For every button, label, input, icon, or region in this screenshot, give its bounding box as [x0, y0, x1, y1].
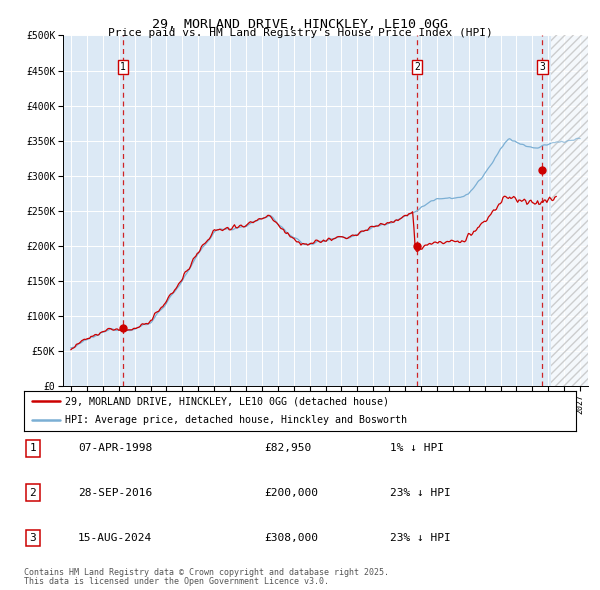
- Text: HPI: Average price, detached house, Hinckley and Bosworth: HPI: Average price, detached house, Hinc…: [65, 415, 407, 425]
- Text: This data is licensed under the Open Government Licence v3.0.: This data is licensed under the Open Gov…: [24, 577, 329, 586]
- Text: Contains HM Land Registry data © Crown copyright and database right 2025.: Contains HM Land Registry data © Crown c…: [24, 568, 389, 576]
- Text: £200,000: £200,000: [264, 488, 318, 497]
- Text: 3: 3: [539, 62, 545, 72]
- Text: 29, MORLAND DRIVE, HINCKLEY, LE10 0GG (detached house): 29, MORLAND DRIVE, HINCKLEY, LE10 0GG (d…: [65, 396, 389, 407]
- Text: 29, MORLAND DRIVE, HINCKLEY, LE10 0GG: 29, MORLAND DRIVE, HINCKLEY, LE10 0GG: [152, 18, 448, 31]
- Text: 2: 2: [29, 488, 37, 497]
- Bar: [551, 35, 588, 386]
- Text: 23% ↓ HPI: 23% ↓ HPI: [390, 488, 451, 497]
- Text: £308,000: £308,000: [264, 533, 318, 543]
- Text: 07-APR-1998: 07-APR-1998: [78, 444, 152, 453]
- Text: 23% ↓ HPI: 23% ↓ HPI: [390, 533, 451, 543]
- Text: 1% ↓ HPI: 1% ↓ HPI: [390, 444, 444, 453]
- Text: 1: 1: [120, 62, 126, 72]
- Text: 3: 3: [29, 533, 37, 543]
- Text: 15-AUG-2024: 15-AUG-2024: [78, 533, 152, 543]
- Text: £82,950: £82,950: [264, 444, 311, 453]
- Text: 1: 1: [29, 444, 37, 453]
- Text: 28-SEP-2016: 28-SEP-2016: [78, 488, 152, 497]
- Text: Price paid vs. HM Land Registry's House Price Index (HPI): Price paid vs. HM Land Registry's House …: [107, 28, 493, 38]
- Text: 2: 2: [414, 62, 420, 72]
